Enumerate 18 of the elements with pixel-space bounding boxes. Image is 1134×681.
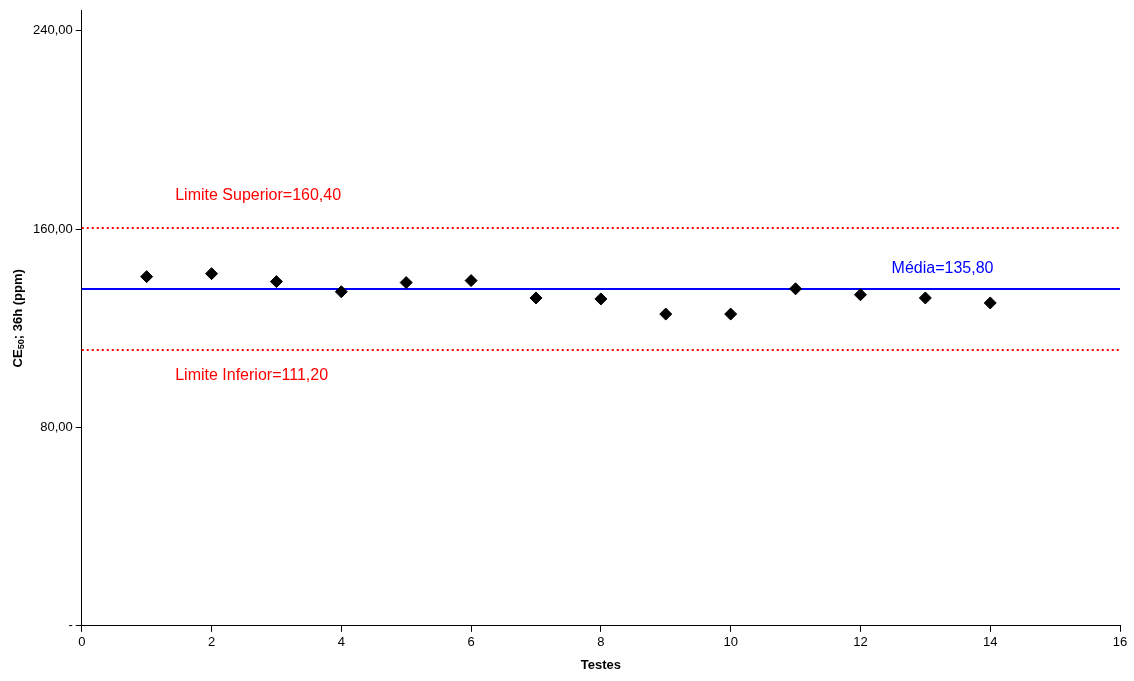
ref-line-label: Limite Inferior=111,20: [175, 366, 329, 384]
x-tick-label: 8: [597, 634, 605, 650]
y-tick-label: 240,00: [33, 22, 73, 38]
x-tick-label: 6: [467, 634, 475, 650]
x-tick-label: 0: [78, 634, 86, 650]
x-tick-label: 2: [207, 634, 216, 650]
x-tick-label: 10: [723, 634, 738, 650]
y-tick-label: 160,00: [33, 220, 73, 236]
y-axis-title: CE50; 36h (ppm): [9, 269, 27, 368]
x-tick-label: 16: [1112, 634, 1128, 650]
x-axis-title: Testes: [580, 656, 621, 672]
y-tick-label: 80,00: [40, 418, 73, 434]
x-tick-label: 4: [337, 634, 345, 650]
ref-line-label: Média=135,80: [891, 259, 994, 277]
x-tick-label: 12: [853, 634, 868, 650]
y-tick-label: -: [68, 617, 73, 633]
x-tick-label: 14: [982, 634, 998, 650]
ref-line-label: Limite Superior=160,40: [175, 186, 342, 204]
